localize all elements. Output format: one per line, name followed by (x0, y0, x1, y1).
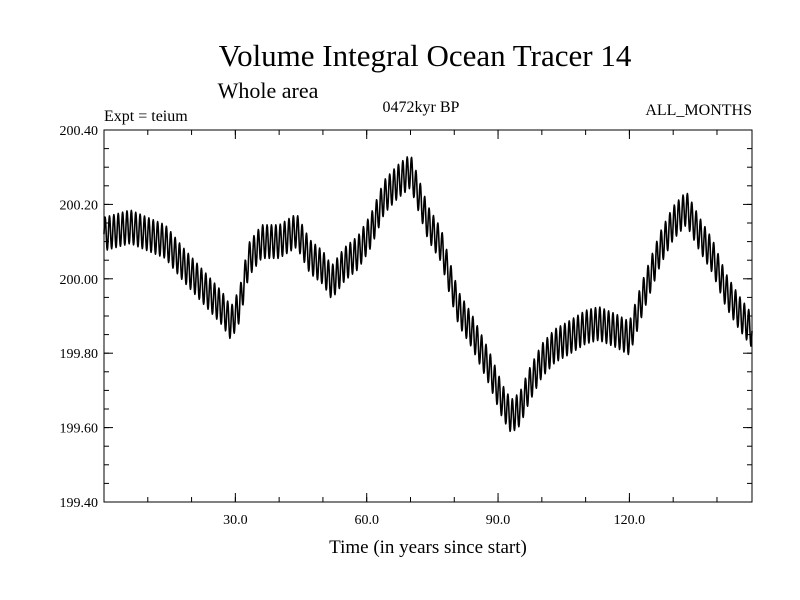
chart-title: Volume Integral Ocean Tracer 14 (219, 38, 632, 73)
y-tick-label: 200.20 (60, 198, 99, 213)
x-tick-label: 120.0 (614, 513, 646, 528)
y-tick-label: 200.40 (60, 124, 99, 139)
x-axis-label: Time (in years since start) (329, 537, 527, 558)
x-tick-label: 90.0 (486, 513, 511, 528)
x-tick-label: 30.0 (223, 513, 248, 528)
series-line-tracer-14 (103, 156, 753, 433)
y-tick-label: 199.40 (60, 496, 99, 511)
y-tick-label: 199.60 (60, 422, 99, 437)
months-label: ALL_MONTHS (645, 102, 752, 119)
period-label: 0472kyr BP (383, 99, 460, 116)
y-tick-label: 200.00 (60, 273, 99, 288)
x-tick-label: 60.0 (354, 513, 379, 528)
chart-subtitle: Whole area (218, 78, 319, 103)
plot-frame (103, 129, 753, 503)
y-tick-label: 199.80 (60, 347, 99, 362)
experiment-label: Expt = teium (104, 108, 188, 125)
